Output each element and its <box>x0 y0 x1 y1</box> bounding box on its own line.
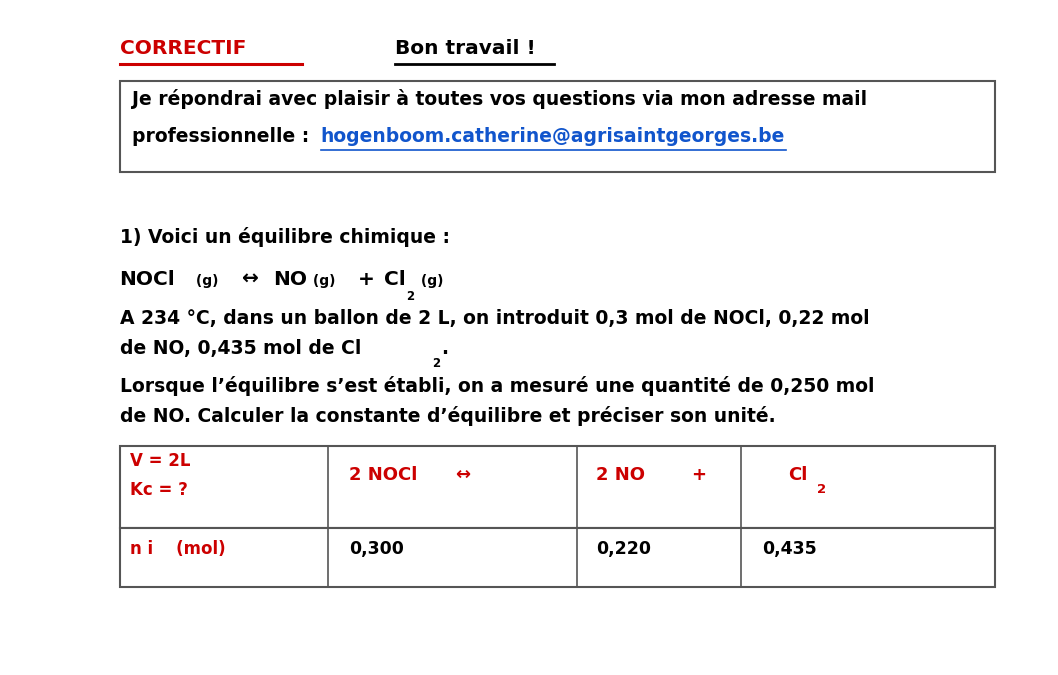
Text: CORRECTIF: CORRECTIF <box>120 39 245 58</box>
Text: hogenboom.catherine@agrisaintgeorges.be: hogenboom.catherine@agrisaintgeorges.be <box>321 127 785 146</box>
Bar <box>120 81 995 172</box>
Text: ↔: ↔ <box>241 270 258 289</box>
Text: Cl: Cl <box>384 270 406 289</box>
Text: Cl: Cl <box>788 466 807 484</box>
Text: 0,220: 0,220 <box>596 540 651 558</box>
Text: A 234 °C, dans un ballon de 2 L, on introduit 0,3 mol de NOCl, 0,22 mol: A 234 °C, dans un ballon de 2 L, on intr… <box>120 309 870 328</box>
Text: 2: 2 <box>432 356 440 369</box>
Text: 0,435: 0,435 <box>762 540 817 558</box>
Text: Bon travail !: Bon travail ! <box>395 39 535 58</box>
Text: 2 NO: 2 NO <box>596 466 644 484</box>
Text: .: . <box>441 340 449 358</box>
Text: NOCl: NOCl <box>120 270 176 289</box>
Text: 2: 2 <box>406 290 415 302</box>
Text: n i    (mol): n i (mol) <box>130 540 225 558</box>
Text: 2: 2 <box>817 483 826 496</box>
Text: de NO. Calculer la constante d’équilibre et préciser son unité.: de NO. Calculer la constante d’équilibre… <box>120 406 776 426</box>
Text: 2 NOCl: 2 NOCl <box>349 466 418 484</box>
Text: professionnelle :: professionnelle : <box>132 127 316 146</box>
Text: ↔: ↔ <box>455 466 470 484</box>
Text: Je répondrai avec plaisir à toutes vos questions via mon adresse mail: Je répondrai avec plaisir à toutes vos q… <box>132 88 868 109</box>
Text: (g): (g) <box>308 274 341 288</box>
Text: 1) Voici un équilibre chimique :: 1) Voici un équilibre chimique : <box>120 227 450 247</box>
Text: Kc = ?: Kc = ? <box>130 481 188 499</box>
Text: 0,300: 0,300 <box>349 540 404 558</box>
Bar <box>120 446 995 528</box>
Text: V = 2L: V = 2L <box>130 452 190 470</box>
Text: Lorsque l’équilibre s’est établi, on a mesuré une quantité de 0,250 mol: Lorsque l’équilibre s’est établi, on a m… <box>120 375 874 396</box>
Text: +: + <box>358 270 375 289</box>
Bar <box>120 528 995 587</box>
Text: (g): (g) <box>416 274 443 288</box>
Text: de NO, 0,435 mol de Cl: de NO, 0,435 mol de Cl <box>120 340 361 358</box>
Text: NO: NO <box>273 270 307 289</box>
Text: (g): (g) <box>191 274 224 288</box>
Text: +: + <box>691 466 706 484</box>
